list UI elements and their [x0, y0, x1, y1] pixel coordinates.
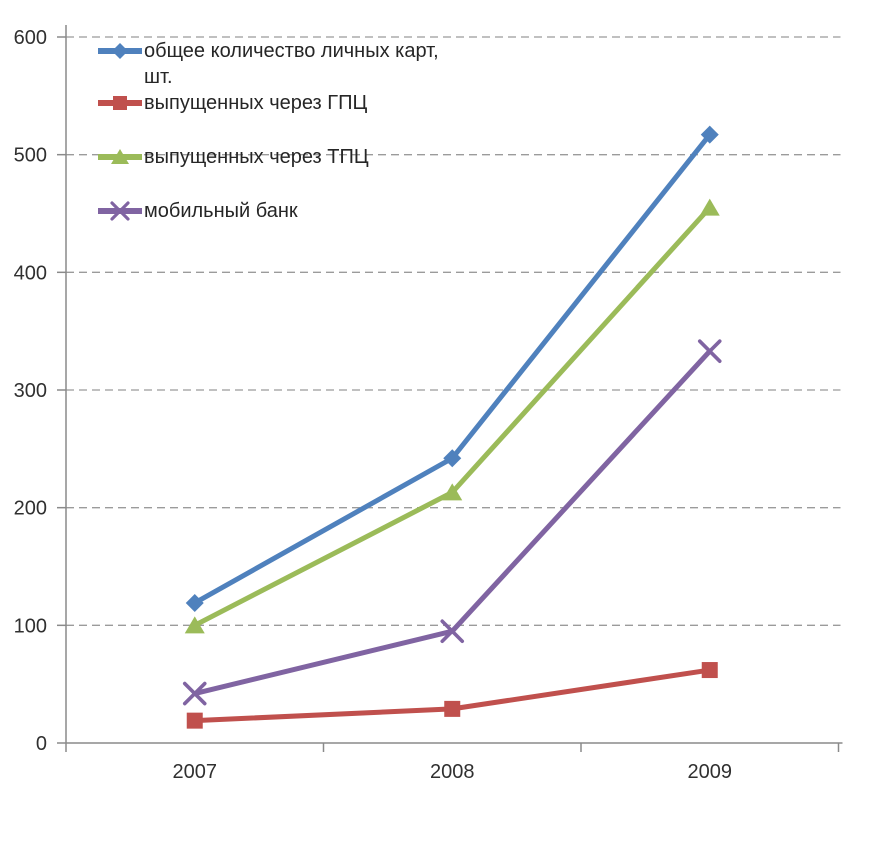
legend-swatch — [98, 201, 142, 221]
diamond-marker-icon — [185, 593, 204, 612]
triangle-marker-icon — [111, 149, 129, 164]
square-marker-icon — [113, 96, 127, 110]
x-marker-icon — [182, 681, 207, 706]
x-marker-icon — [110, 201, 130, 221]
legend-label: выпущенных через ГПЦ — [144, 92, 368, 114]
diamond-marker-icon — [112, 43, 128, 59]
x-marker-icon — [697, 339, 722, 363]
series-line-2 — [193, 205, 712, 628]
y-tick-label: 500 — [14, 145, 47, 167]
y-tick-labels: 0 100 200 300 400 500 600 — [14, 27, 47, 755]
y-tick-label: 400 — [14, 262, 47, 284]
axes — [57, 25, 843, 752]
legend-label: мобильный банк — [144, 200, 298, 222]
legend-item: выпущенных через ТПЦ — [98, 144, 454, 170]
triangle-marker-icon — [699, 198, 720, 216]
y-tick-label: 0 — [36, 733, 47, 755]
diamond-marker-icon — [443, 449, 462, 468]
x-tick-labels: 2007 2008 2009 — [173, 761, 733, 783]
series-line-3 — [194, 349, 712, 697]
legend-item: мобильный банк — [98, 198, 454, 224]
diamond-marker-icon — [700, 125, 719, 144]
y-tick-label: 300 — [14, 380, 47, 402]
legend-item: выпущенных через ГПЦ — [98, 90, 454, 116]
legend-label: выпущенных через ТПЦ — [144, 146, 369, 168]
x-tick-label: 2007 — [173, 761, 218, 783]
square-marker-icon — [444, 700, 461, 717]
x-tick-label: 2008 — [430, 761, 475, 783]
square-marker-icon — [113, 96, 127, 110]
square-marker-icon — [186, 712, 203, 729]
diamond-marker-icon — [112, 43, 128, 59]
square-marker-icon — [701, 662, 718, 679]
triangle-marker-icon — [442, 483, 463, 501]
legend-swatch — [98, 149, 142, 164]
y-tick-label: 100 — [14, 615, 47, 637]
series-markers-1 — [186, 662, 718, 729]
x-marker-icon — [440, 619, 465, 644]
series-markers-0 — [185, 125, 719, 612]
triangle-marker-icon — [184, 616, 205, 634]
series-markers-2 — [184, 198, 720, 634]
triangle-marker-icon — [111, 149, 129, 164]
y-tick-label: 200 — [14, 498, 47, 520]
x-marker-icon — [110, 201, 130, 221]
x-tick-label: 2009 — [688, 761, 733, 783]
legend-swatch — [98, 96, 142, 110]
legend-label: общее количество личных карт, шт. — [144, 40, 439, 88]
chart-legend: общее количество личных карт, шт. выпущен… — [98, 38, 454, 224]
legend-swatch — [98, 43, 142, 59]
legend-item: общее количество личных карт, шт. — [98, 38, 454, 90]
series-markers-3 — [182, 339, 722, 706]
y-tick-label: 600 — [14, 27, 47, 49]
